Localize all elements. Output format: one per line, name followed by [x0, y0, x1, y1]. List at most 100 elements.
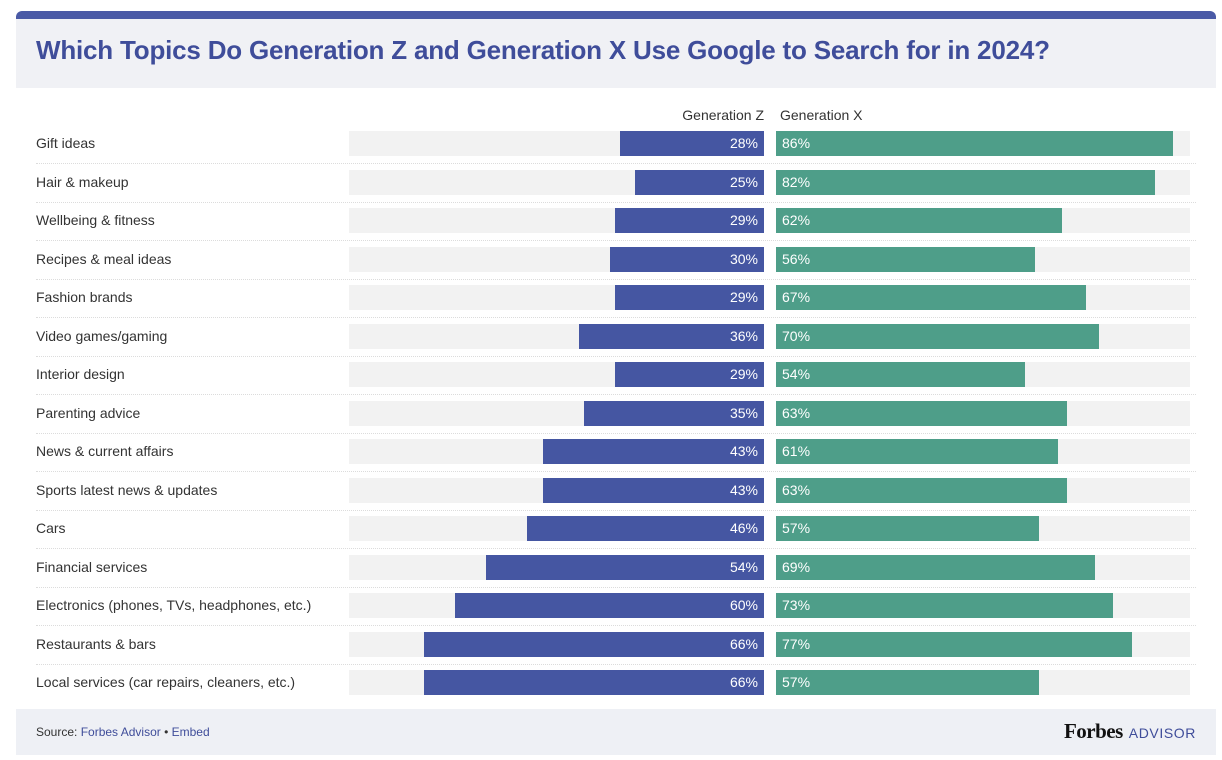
source-line: Source: Forbes Advisor • Embed	[36, 725, 210, 739]
bar-generation-x	[776, 670, 1040, 695]
category-label: Financial services	[36, 558, 148, 575]
bar-generation-z	[614, 285, 764, 310]
bar-generation-z	[424, 631, 764, 657]
category-label: Video games/gaming	[36, 327, 168, 344]
row-separator	[36, 317, 1196, 318]
bar-generation-z	[583, 400, 764, 426]
value-label-generation-z: 35%	[729, 404, 758, 421]
value-label-generation-z: 36%	[729, 327, 758, 344]
value-label-generation-x: 54%	[782, 366, 811, 382]
bar-generation-z	[609, 246, 764, 272]
value-label-generation-z: 25%	[729, 173, 758, 190]
value-label-generation-x: 62%	[782, 212, 811, 228]
chart-footer: Source: Forbes Advisor • Embed Forbes ADV…	[16, 709, 1216, 755]
value-label-generation-z: 60%	[729, 597, 758, 613]
bar-generation-x	[776, 631, 1132, 657]
bar-generation-x	[776, 516, 1040, 541]
bar-generation-z	[578, 323, 764, 349]
source-link[interactable]: Forbes Advisor	[80, 725, 161, 739]
value-label-generation-x: 57%	[782, 520, 811, 536]
value-label-generation-z: 30%	[729, 250, 758, 267]
value-label-generation-x: 63%	[782, 404, 811, 421]
value-label-generation-x: 69%	[782, 558, 811, 575]
bar-generation-x	[776, 362, 1026, 387]
value-label-generation-x: 73%	[782, 597, 811, 613]
bar-generation-z	[614, 362, 764, 387]
bar-generation-z	[485, 554, 764, 580]
category-label: Parenting advice	[36, 404, 141, 421]
value-label-generation-z: 46%	[729, 520, 758, 536]
legend-generation-z: Generation Z	[682, 107, 764, 123]
chart-header: Which Topics Do Generation Z and Generat…	[16, 19, 1216, 88]
category-label: Restaurants & bars	[36, 635, 156, 652]
forbes-advisor-logo: Forbes ADVISOR	[1064, 719, 1196, 744]
bar-generation-x	[776, 246, 1035, 272]
source-prefix: Source:	[36, 725, 81, 739]
bar-generation-x	[776, 439, 1058, 464]
value-label-generation-z: 66%	[729, 674, 758, 690]
bar-generation-z	[424, 670, 764, 695]
value-label-generation-x: 57%	[782, 674, 811, 690]
source-separator: •	[160, 725, 172, 739]
row-separator	[36, 625, 1196, 626]
bar-generation-z	[619, 131, 764, 156]
row-separator	[36, 586, 1196, 588]
row-separator	[36, 394, 1196, 395]
bar-generation-z	[455, 593, 764, 618]
row-separator	[36, 548, 1196, 549]
value-label-generation-x: 61%	[782, 443, 811, 459]
bar-generation-z	[614, 208, 764, 233]
value-label-generation-x: 67%	[782, 289, 811, 305]
row-separator	[36, 278, 1196, 280]
bar-generation-z	[542, 477, 764, 503]
bar-generation-x	[776, 554, 1095, 580]
category-label: Electronics (phones, TVs, headphones, et…	[36, 597, 312, 613]
row-separator	[36, 240, 1196, 241]
row-separator	[36, 432, 1196, 434]
category-label: Cars	[36, 520, 66, 536]
row-separator	[36, 163, 1196, 164]
row-separator	[36, 663, 1196, 665]
brand-forbes: Forbes	[1063, 719, 1123, 743]
bar-generation-x	[776, 400, 1068, 426]
value-label-generation-x: 86%	[782, 135, 811, 151]
category-label: Gift ideas	[36, 135, 96, 151]
value-label-generation-z: 28%	[729, 135, 758, 151]
bar-generation-x	[776, 208, 1063, 233]
value-label-generation-x: 70%	[782, 327, 811, 344]
bar-generation-x	[776, 477, 1068, 503]
row-separator	[36, 509, 1196, 511]
bar-generation-x	[776, 131, 1174, 156]
value-label-generation-z: 54%	[729, 558, 758, 575]
category-label: News & current affairs	[36, 443, 174, 459]
category-label: Local services (car repairs, cleaners, e…	[36, 674, 296, 690]
legend-generation-x: Generation X	[780, 107, 863, 123]
value-label-generation-z: 66%	[729, 635, 758, 652]
value-label-generation-x: 77%	[782, 635, 811, 652]
bar-generation-z	[635, 169, 764, 195]
category-label: Fashion brands	[36, 289, 133, 305]
bar-generation-x	[776, 323, 1100, 349]
bar-generation-x	[776, 169, 1155, 195]
row-separator	[36, 355, 1196, 357]
category-label: Hair & makeup	[36, 173, 129, 190]
embed-link[interactable]: Embed	[171, 725, 210, 739]
chart-title: Which Topics Do Generation Z and Generat…	[36, 35, 1050, 65]
top-accent-bar	[16, 11, 1216, 21]
category-label: Recipes & meal ideas	[36, 250, 172, 267]
value-label-generation-x: 82%	[782, 173, 811, 190]
bar-generation-z	[542, 439, 764, 464]
value-label-generation-z: 43%	[729, 481, 758, 498]
bar-generation-x	[776, 285, 1086, 310]
value-label-generation-x: 63%	[782, 481, 811, 498]
value-label-generation-z: 29%	[729, 289, 758, 305]
category-label: Interior design	[36, 366, 125, 382]
brand-advisor: ADVISOR	[1128, 725, 1196, 741]
bar-generation-z	[527, 516, 764, 541]
category-label: Sports latest news & updates	[36, 481, 218, 498]
value-label-generation-z: 43%	[729, 443, 758, 459]
value-label-generation-z: 29%	[729, 366, 758, 382]
row-separator	[36, 201, 1196, 203]
value-label-generation-x: 56%	[782, 250, 811, 267]
